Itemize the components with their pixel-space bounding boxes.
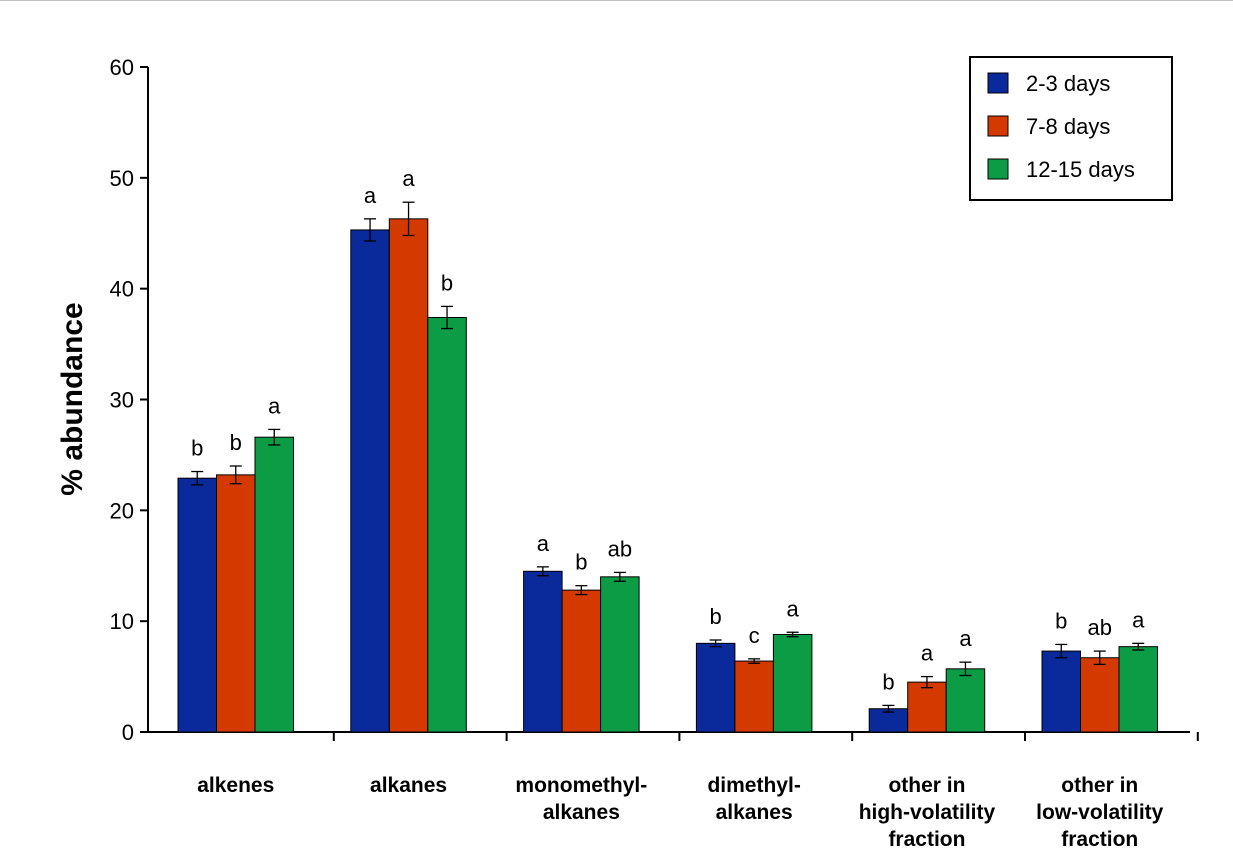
category-label: high-volatility (859, 801, 996, 824)
significance-letter: a (1132, 607, 1145, 632)
bar (1041, 650, 1081, 733)
bar (907, 681, 947, 733)
category-label: dimethyl- (707, 774, 800, 797)
legend-label: 12-15 days (1026, 157, 1135, 182)
bar (216, 474, 256, 733)
bar (427, 316, 467, 733)
legend-swatch (987, 115, 1009, 137)
legend-label: 7-8 days (1026, 114, 1110, 139)
significance-letter: b (575, 550, 587, 575)
significance-letter: b (882, 669, 894, 694)
bar (772, 633, 813, 733)
significance-letter: a (921, 641, 934, 666)
significance-letter: b (441, 270, 453, 295)
y-tick-label: 10 (110, 609, 134, 634)
significance-letter: a (787, 596, 800, 621)
bar (561, 589, 602, 733)
significance-letter: a (364, 183, 377, 208)
category-label: monomethyl- (515, 774, 647, 797)
significance-letter: ab (608, 536, 632, 561)
bar (734, 660, 774, 733)
bar (1080, 657, 1120, 733)
bar (388, 218, 429, 733)
bar (523, 570, 563, 733)
significance-letter: a (402, 166, 415, 191)
y-tick-label: 30 (110, 388, 134, 413)
significance-letter: a (959, 626, 972, 651)
category-label: other in (1061, 774, 1138, 797)
bar (254, 436, 294, 733)
y-tick-label: 20 (110, 498, 134, 523)
y-tick-label: 0 (122, 720, 134, 745)
y-tick-label: 50 (110, 166, 134, 191)
legend-label: 2-3 days (1026, 71, 1110, 96)
bar (177, 477, 217, 733)
bar (945, 668, 986, 733)
bar (1118, 646, 1158, 733)
category-label: other in (888, 774, 965, 797)
bar (350, 229, 390, 733)
legend-swatch (987, 158, 1009, 180)
significance-letter: ab (1088, 615, 1112, 640)
category-label: fraction (888, 828, 965, 851)
category-label: fraction (1061, 828, 1138, 851)
y-tick-label: 40 (110, 277, 134, 302)
category-label: alkanes (543, 801, 620, 824)
legend-swatch (987, 72, 1009, 94)
significance-letter: a (268, 393, 281, 418)
significance-letter: c (749, 623, 760, 648)
significance-letter: a (537, 531, 550, 556)
significance-letter: b (1055, 608, 1067, 633)
bar (695, 642, 736, 733)
significance-letter: b (710, 604, 722, 629)
category-label: low-volatility (1036, 801, 1164, 824)
y-axis-label: % abundance (56, 302, 89, 495)
category-label: alkenes (197, 774, 274, 797)
category-label: alkanes (370, 774, 447, 797)
category-label: alkanes (716, 801, 793, 824)
significance-letter: b (230, 430, 242, 455)
y-tick-label: 60 (110, 55, 134, 80)
significance-letter: b (191, 436, 203, 461)
bar (600, 576, 640, 733)
